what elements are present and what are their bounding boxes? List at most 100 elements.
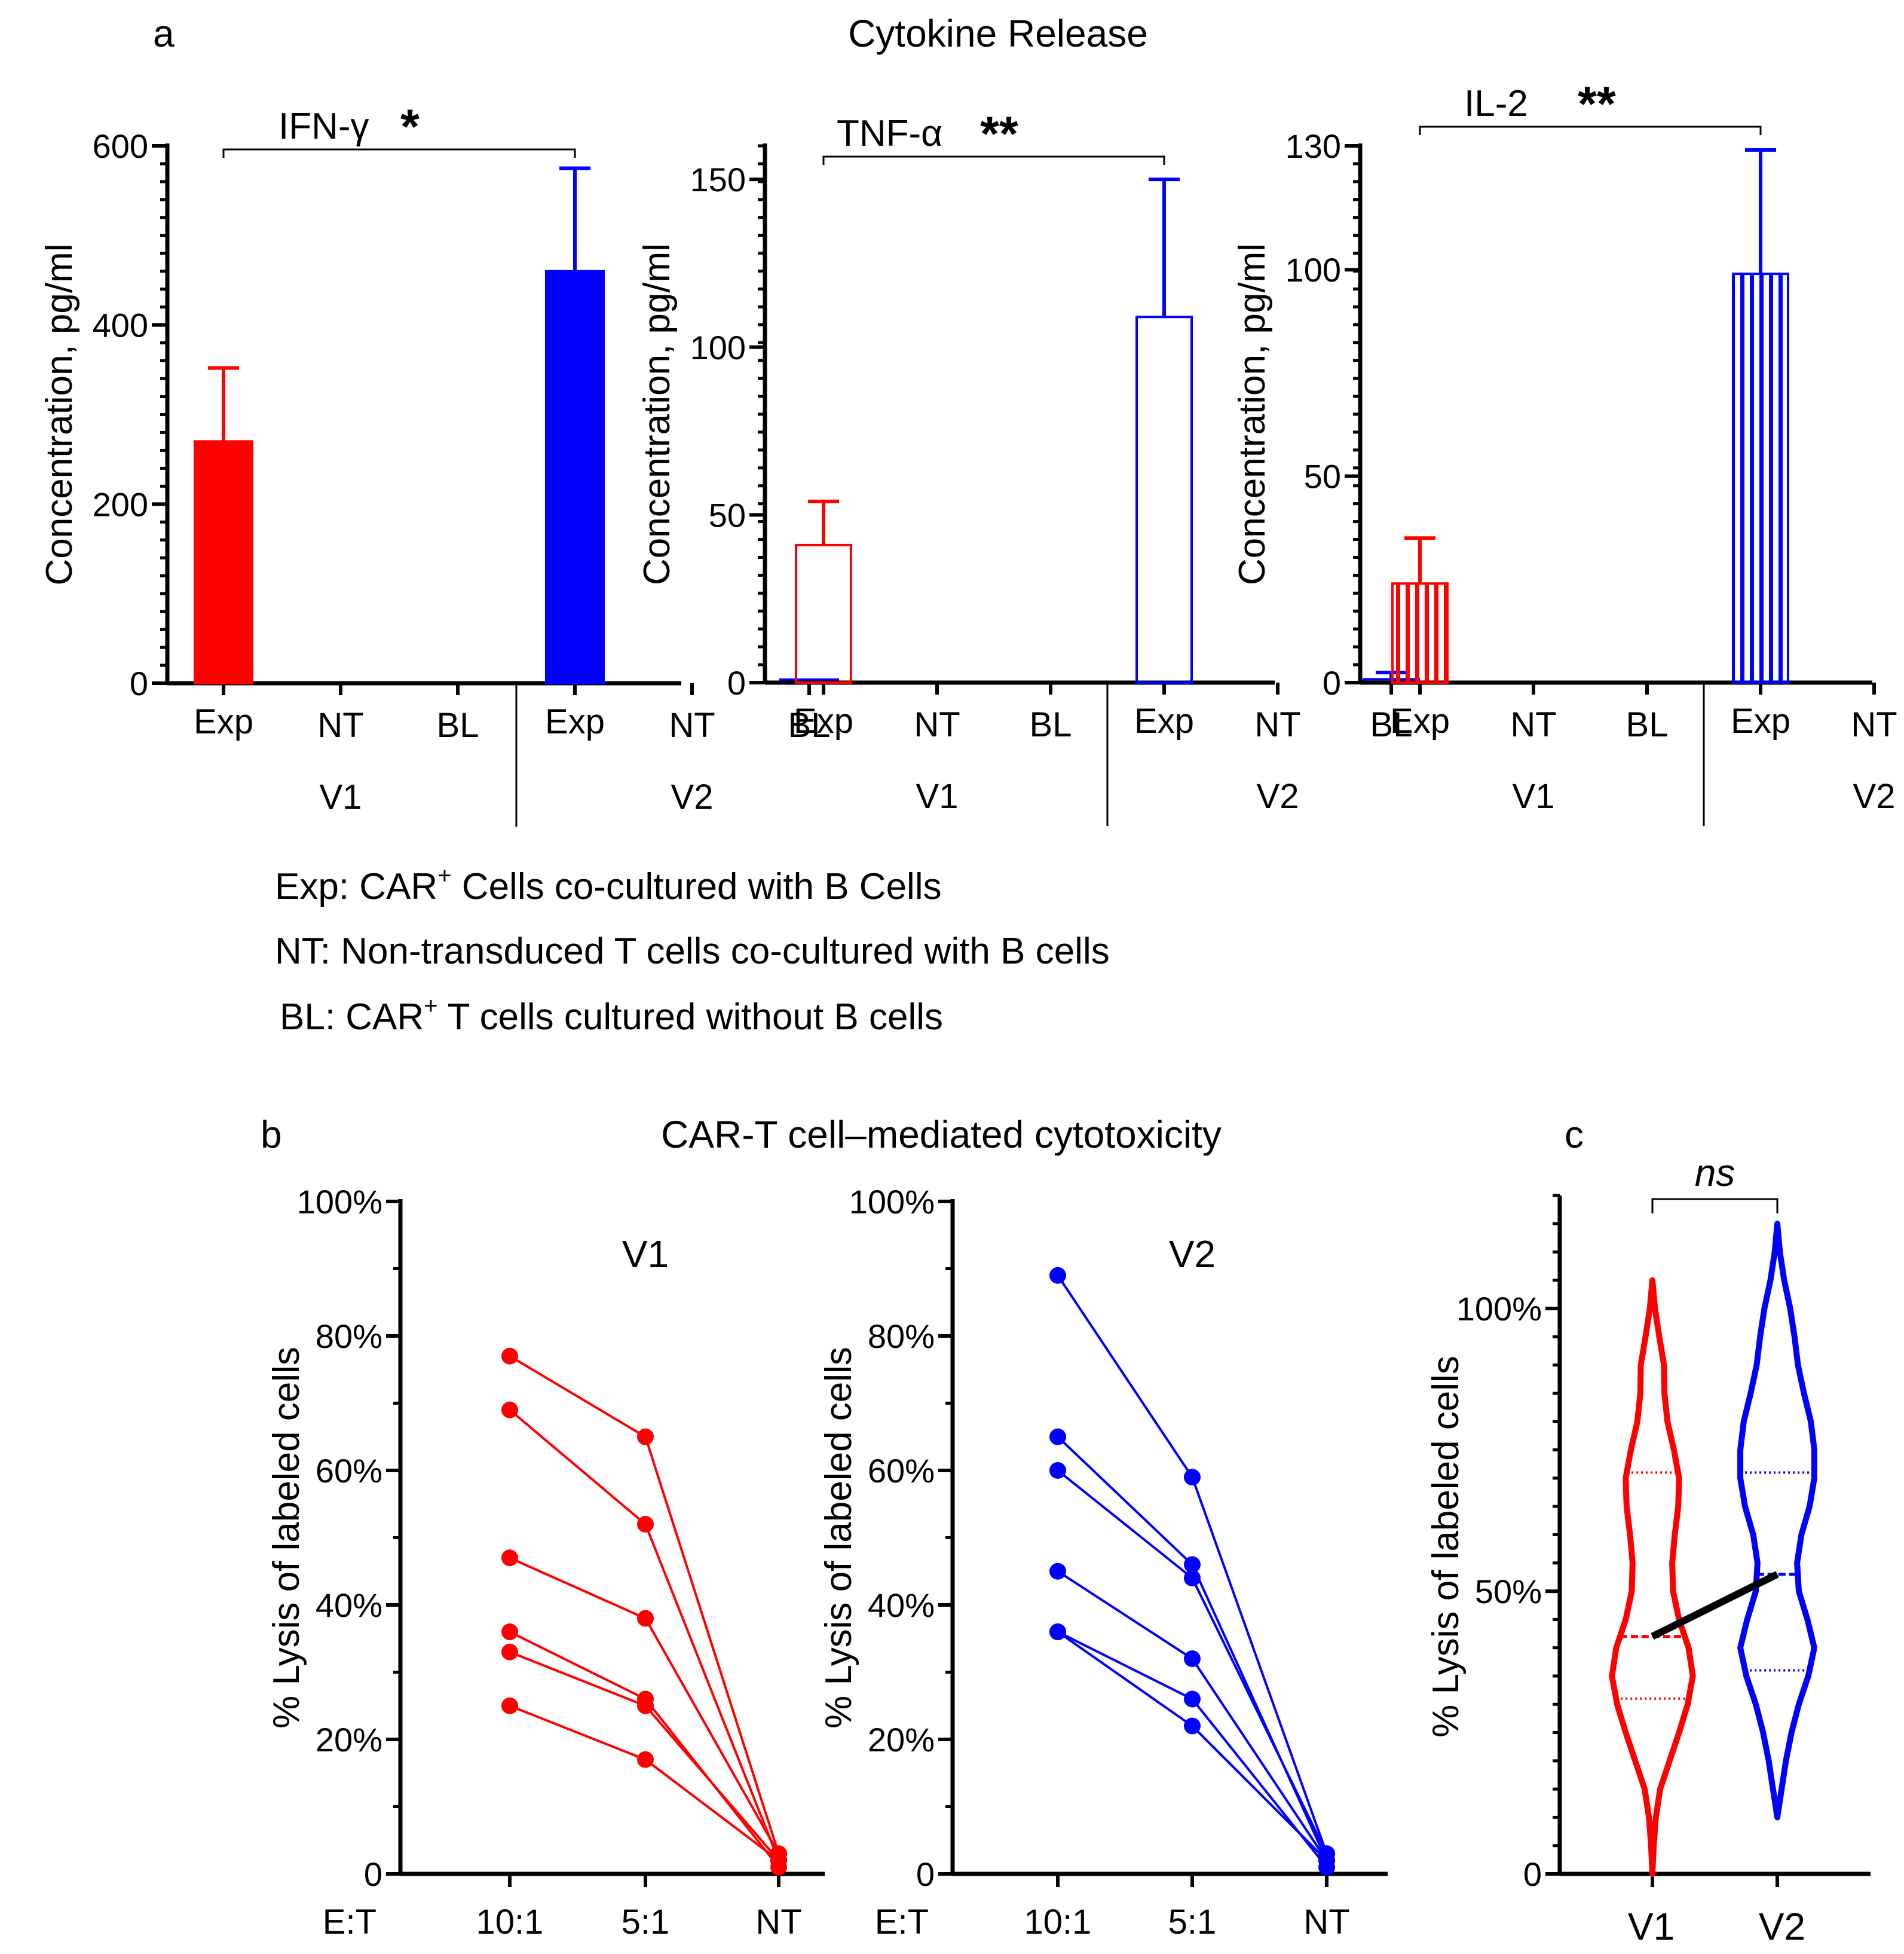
significance-mark: ns <box>1695 1151 1735 1194</box>
y-tick-label: 600 <box>93 127 148 165</box>
cytokine-title: IFN-γ <box>278 106 369 147</box>
x-category-label: V2 <box>1759 1905 1805 1948</box>
significance-mark: * <box>400 100 420 154</box>
panel-b-label: b <box>261 1113 282 1156</box>
x-category-label: NT <box>669 706 715 745</box>
x-prefix-label: E:T <box>323 1903 376 1941</box>
x-tick-label: 10:1 <box>1024 1903 1092 1941</box>
significance-mark: ** <box>1578 77 1616 132</box>
x-category-label: NT <box>1254 705 1300 744</box>
data-point <box>1049 1267 1066 1284</box>
y-tick-label: 0 <box>130 665 148 702</box>
x-category-label: V1 <box>1628 1905 1675 1948</box>
bar <box>1732 273 1789 684</box>
bar <box>194 440 253 684</box>
data-point <box>637 1516 654 1533</box>
y-tick-label: 100% <box>849 1183 935 1221</box>
y-tick-label: 20% <box>316 1721 382 1759</box>
y-tick-label: 0 <box>916 1855 935 1893</box>
significance-mark: ** <box>980 107 1018 161</box>
y-tick-label: 0 <box>364 1855 382 1893</box>
x-category-label: Exp <box>1731 702 1790 741</box>
y-tick-label: 40% <box>868 1586 935 1624</box>
data-point <box>770 1852 787 1869</box>
x-category-label: BL <box>1030 705 1072 744</box>
bar <box>545 270 605 684</box>
y-axis-label: Concentration, pg/ml <box>39 243 80 585</box>
y-axis-label: % Lysis of labeled cells <box>266 1347 307 1729</box>
panel-c-label: c <box>1565 1113 1584 1156</box>
x-category-label: Exp <box>1390 702 1450 741</box>
group-label: V2 <box>1257 777 1299 816</box>
data-point <box>1049 1562 1066 1580</box>
chart-title: V1 <box>622 1233 669 1276</box>
y-axis-label: Concentration, pg/ml <box>636 243 678 585</box>
y-tick-label: 0 <box>727 664 746 702</box>
panel-a-label: a <box>153 12 175 55</box>
data-point <box>1184 1570 1201 1586</box>
y-tick-label: 60% <box>868 1452 935 1490</box>
x-tick-label: 5:1 <box>1168 1903 1217 1941</box>
legend-bl: BL: CAR+ T cells cultured without B cell… <box>280 993 943 1038</box>
panel-a-title: Cytokine Release <box>848 12 1148 55</box>
y-tick-label: 150 <box>690 161 746 198</box>
y-tick-label: 50 <box>1304 458 1341 496</box>
x-category-label: Exp <box>194 702 253 741</box>
y-tick-label: 50% <box>1475 1573 1542 1610</box>
significance-bracket <box>222 148 576 158</box>
x-category-label: BL <box>1626 705 1669 744</box>
y-tick-label: 0 <box>1523 1855 1542 1893</box>
data-point <box>501 1643 518 1661</box>
x-category-label: NT <box>1510 705 1556 744</box>
y-tick-label: 100% <box>1456 1290 1542 1328</box>
group-label: V1 <box>320 778 362 817</box>
violin-shape <box>1737 1221 1817 1821</box>
legend-exp: Exp: CAR+ Cells co-cultured with B Cells <box>275 863 942 907</box>
data-point <box>1184 1556 1201 1573</box>
data-point <box>637 1610 654 1627</box>
x-prefix-label: E:T <box>875 1903 929 1941</box>
y-tick-label: 40% <box>316 1586 382 1624</box>
x-category-label: Exp <box>545 702 605 741</box>
group-label: V1 <box>1513 777 1555 816</box>
data-point <box>1184 1650 1201 1667</box>
y-tick-label: 130 <box>1285 127 1341 165</box>
v2-lysis-line-chart: 0 20% 40% 60% 80% 100% % Lysis of labeled cell… <box>818 1183 1388 1941</box>
ifn-gamma-bar-chart: 0 200 400 600 Concentration, pg/ml Exp NT BL Exp… <box>39 100 839 827</box>
x-tick-label: NT <box>755 1903 801 1941</box>
y-tick-label: 400 <box>93 307 148 344</box>
data-point <box>637 1697 654 1714</box>
y-tick-label: 50 <box>709 496 746 534</box>
violin-shape <box>1609 1277 1696 1877</box>
data-point <box>1184 1469 1201 1486</box>
data-point <box>1049 1428 1066 1445</box>
y-tick-label: 200 <box>93 485 148 523</box>
data-point <box>1049 1462 1066 1479</box>
x-category-label: Exp <box>794 702 853 741</box>
y-tick-label: 100 <box>1285 251 1341 289</box>
bar <box>1391 582 1449 684</box>
x-category-label: BL <box>437 706 479 745</box>
x-tick-label: NT <box>1303 1903 1349 1941</box>
x-category-label: NT <box>1851 705 1897 744</box>
significance-bracket <box>1419 126 1762 135</box>
y-tick-label: 80% <box>868 1317 935 1355</box>
group-label: V1 <box>916 777 959 816</box>
legend-nt: NT: Non-transduced T cells co-cultured w… <box>275 931 1110 972</box>
y-tick-label: 100 <box>690 329 746 366</box>
x-tick-label: 5:1 <box>622 1903 670 1941</box>
series-line <box>1057 1631 1328 1868</box>
data-point <box>501 1549 518 1567</box>
x-category-label: NT <box>317 706 363 745</box>
data-point <box>1049 1623 1066 1640</box>
v1-lysis-line-chart: 0 20% 40% 60% 80% 100% % Lysis of labeled cell… <box>266 1183 825 1941</box>
x-tick-label: 10:1 <box>476 1903 544 1941</box>
data-point <box>501 1401 518 1418</box>
data-point <box>501 1347 518 1365</box>
cytokine-title: IL-2 <box>1464 83 1528 124</box>
data-point <box>637 1428 654 1445</box>
x-category-label: BL <box>788 706 831 745</box>
